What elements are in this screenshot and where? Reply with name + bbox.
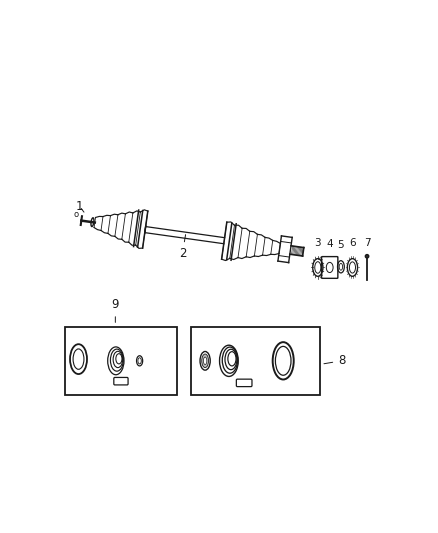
Text: 9: 9 xyxy=(112,298,119,322)
Text: 4: 4 xyxy=(326,239,333,249)
Text: 6: 6 xyxy=(349,238,356,248)
Text: 7: 7 xyxy=(364,238,371,248)
Bar xyxy=(65,327,177,395)
Text: o: o xyxy=(73,209,78,219)
Ellipse shape xyxy=(202,354,208,368)
Text: 2: 2 xyxy=(179,235,186,260)
Text: 8: 8 xyxy=(324,354,346,367)
Ellipse shape xyxy=(203,357,207,365)
Text: 5: 5 xyxy=(338,240,344,250)
Text: 1: 1 xyxy=(76,200,84,213)
Text: 3: 3 xyxy=(314,238,321,248)
Bar xyxy=(191,327,319,395)
